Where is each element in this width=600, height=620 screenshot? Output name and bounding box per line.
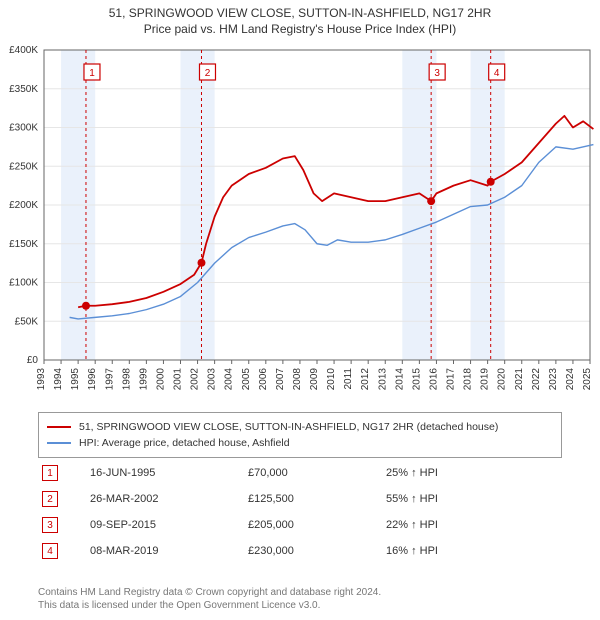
svg-text:2023: 2023 <box>548 368 559 391</box>
svg-text:2018: 2018 <box>463 368 474 391</box>
legend-item-hpi: HPI: Average price, detached house, Ashf… <box>47 435 553 451</box>
event-row: 1 16-JUN-1995£70,00025% ↑ HPI <box>38 460 562 486</box>
svg-text:1998: 1998 <box>121 368 132 391</box>
svg-text:£250K: £250K <box>9 161 38 172</box>
line-chart-svg: £0 £50K £100K £150K £200K £250K £300K £350K £400… <box>0 44 600 404</box>
title-line-2: Price paid vs. HM Land Registry's House … <box>0 22 600 36</box>
svg-text:£50K: £50K <box>15 316 39 327</box>
svg-text:2013: 2013 <box>377 368 388 391</box>
event-price: £205,000 <box>244 512 382 538</box>
svg-text:£300K: £300K <box>9 123 38 134</box>
event-price: £230,000 <box>244 538 382 564</box>
svg-text:2025: 2025 <box>582 368 593 391</box>
svg-text:2004: 2004 <box>224 368 235 391</box>
svg-text:1994: 1994 <box>53 368 64 391</box>
svg-text:2017: 2017 <box>446 368 457 391</box>
svg-text:1999: 1999 <box>138 368 149 391</box>
svg-text:2008: 2008 <box>292 368 303 391</box>
svg-text:2005: 2005 <box>241 368 252 391</box>
legend-swatch-property <box>47 426 71 428</box>
event-badge: 4 <box>42 543 58 559</box>
svg-text:£100K: £100K <box>9 278 38 289</box>
svg-text:2012: 2012 <box>360 368 371 391</box>
svg-text:£200K: £200K <box>9 200 38 211</box>
svg-text:2014: 2014 <box>394 368 405 391</box>
legend-swatch-hpi <box>47 442 71 444</box>
legend-item-property: 51, SPRINGWOOD VIEW CLOSE, SUTTON-IN-ASH… <box>47 419 553 435</box>
svg-text:£400K: £400K <box>9 45 38 56</box>
event-price: £125,500 <box>244 486 382 512</box>
svg-text:2000: 2000 <box>155 368 166 391</box>
svg-text:1993: 1993 <box>36 368 47 391</box>
svg-text:1: 1 <box>89 68 95 79</box>
svg-text:2011: 2011 <box>343 368 354 390</box>
svg-text:2022: 2022 <box>531 368 542 391</box>
event-badge: 2 <box>42 491 58 507</box>
svg-text:2001: 2001 <box>173 368 184 391</box>
svg-text:2016: 2016 <box>428 368 439 391</box>
footer-attribution: Contains HM Land Registry data © Crown c… <box>38 586 562 612</box>
svg-text:1996: 1996 <box>87 368 98 391</box>
svg-text:2003: 2003 <box>207 368 218 391</box>
legend-label-hpi: HPI: Average price, detached house, Ashf… <box>79 435 290 451</box>
svg-text:2010: 2010 <box>326 368 337 391</box>
event-row: 2 26-MAR-2002£125,50055% ↑ HPI <box>38 486 562 512</box>
event-row: 3 09-SEP-2015£205,00022% ↑ HPI <box>38 512 562 538</box>
event-date: 09-SEP-2015 <box>86 512 244 538</box>
svg-text:2007: 2007 <box>275 368 286 391</box>
event-delta: 22% ↑ HPI <box>382 512 562 538</box>
event-date: 16-JUN-1995 <box>86 460 244 486</box>
svg-text:1995: 1995 <box>70 368 81 391</box>
legend-label-property: 51, SPRINGWOOD VIEW CLOSE, SUTTON-IN-ASH… <box>79 419 498 435</box>
svg-text:4: 4 <box>494 68 500 79</box>
event-date: 08-MAR-2019 <box>86 538 244 564</box>
svg-text:2009: 2009 <box>309 368 320 391</box>
svg-text:2006: 2006 <box>258 368 269 391</box>
svg-text:2015: 2015 <box>411 368 422 391</box>
svg-text:2: 2 <box>205 68 211 79</box>
svg-text:1997: 1997 <box>104 368 115 391</box>
chart-titles: 51, SPRINGWOOD VIEW CLOSE, SUTTON-IN-ASH… <box>0 0 600 36</box>
event-price: £70,000 <box>244 460 382 486</box>
footer-line-2: This data is licensed under the Open Gov… <box>38 599 562 612</box>
event-badge: 1 <box>42 465 58 481</box>
event-badge: 3 <box>42 517 58 533</box>
svg-text:£150K: £150K <box>9 239 38 250</box>
title-line-1: 51, SPRINGWOOD VIEW CLOSE, SUTTON-IN-ASH… <box>0 6 600 20</box>
event-date: 26-MAR-2002 <box>86 486 244 512</box>
svg-text:2020: 2020 <box>497 368 508 391</box>
svg-text:2024: 2024 <box>565 368 576 391</box>
svg-text:2002: 2002 <box>190 368 201 391</box>
event-row: 4 08-MAR-2019£230,00016% ↑ HPI <box>38 538 562 564</box>
legend-box: 51, SPRINGWOOD VIEW CLOSE, SUTTON-IN-ASH… <box>38 412 562 458</box>
svg-text:£350K: £350K <box>9 84 38 95</box>
event-delta: 25% ↑ HPI <box>382 460 562 486</box>
svg-text:3: 3 <box>434 68 440 79</box>
footer-line-1: Contains HM Land Registry data © Crown c… <box>38 586 562 599</box>
events-table: 1 16-JUN-1995£70,00025% ↑ HPI 2 26-MAR-2002… <box>38 460 562 564</box>
event-delta: 16% ↑ HPI <box>382 538 562 564</box>
svg-text:2021: 2021 <box>514 368 525 391</box>
chart-area: £0 £50K £100K £150K £200K £250K £300K £350K £400… <box>0 44 600 404</box>
svg-text:2019: 2019 <box>480 368 491 391</box>
svg-text:£0: £0 <box>27 355 39 366</box>
event-delta: 55% ↑ HPI <box>382 486 562 512</box>
